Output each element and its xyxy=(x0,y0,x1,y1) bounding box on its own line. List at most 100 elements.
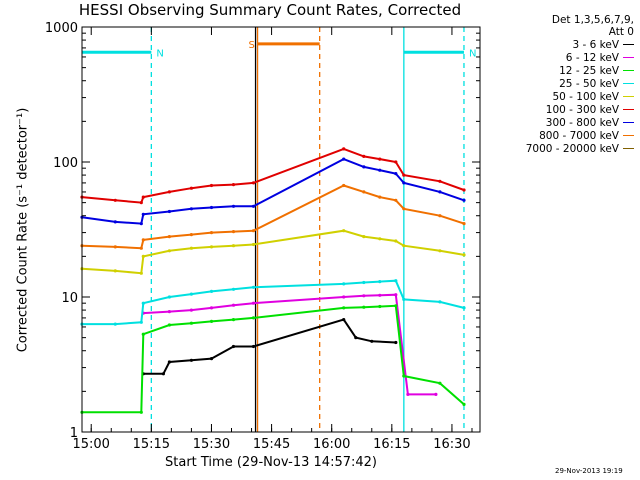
series-5-point-6 xyxy=(209,183,214,188)
series-6-point-3 xyxy=(141,212,145,216)
series-3-point-6 xyxy=(209,289,214,293)
series-7-point-10 xyxy=(362,190,366,194)
tick-layer: 15:00 15:15 15:30 15:45 16:00 16:15 16:30 1 10 10… xyxy=(45,21,480,452)
series-1-point-9 xyxy=(394,293,398,297)
legend-label: 100 - 300 keV xyxy=(545,103,619,116)
series-5-point-9 xyxy=(342,147,346,151)
series-1-point-8 xyxy=(378,293,382,297)
legend-entry: 3 - 6 keV xyxy=(478,38,636,51)
x-tick-label-3: 15:45 xyxy=(253,437,290,452)
series-7-point-2 xyxy=(139,246,143,250)
series-2-point-10 xyxy=(378,304,382,309)
series-0-point-8 xyxy=(354,336,358,340)
series-5-point-13 xyxy=(402,173,406,177)
series-3-point-1 xyxy=(113,322,117,326)
series-4-point-8 xyxy=(251,242,256,247)
series-3-point-5 xyxy=(189,292,193,296)
series-3-point-15 xyxy=(462,306,466,310)
series-7-point-15 xyxy=(462,222,466,226)
legend-rows: 3 - 6 keV 6 - 12 keV 12 - 25 keV 25 - 50 ke… xyxy=(478,38,636,155)
series-5-point-4 xyxy=(167,190,171,194)
series-5-point-1 xyxy=(113,198,117,202)
series-1-point-4 xyxy=(231,303,236,307)
series-0-point-2 xyxy=(167,360,171,364)
x-axis-label: Start Time (29-Nov-13 14:57:42) xyxy=(165,455,377,470)
series-1-point-11 xyxy=(434,392,438,396)
series-4-point-13 xyxy=(402,244,406,248)
series-3-point-11 xyxy=(378,280,382,284)
legend-entry: 7000 - 20000 keV xyxy=(478,142,636,155)
series-7-point-8 xyxy=(251,229,256,233)
series-line-1 xyxy=(143,293,436,396)
series-4-point-3 xyxy=(141,254,145,258)
legend-label: 800 - 7000 keV xyxy=(539,129,619,142)
legend-swatch xyxy=(623,44,634,45)
series-4-point-7 xyxy=(231,244,236,248)
series-5-point-10 xyxy=(362,154,366,158)
series-4-point-12 xyxy=(394,239,398,243)
series-6-point-15 xyxy=(462,198,466,202)
y-tick-label-1: 10 xyxy=(61,291,78,306)
series-0-point-6 xyxy=(251,344,256,349)
chart-title: HESSI Observing Summary Count Rates, Cor… xyxy=(78,1,462,19)
series-7-point-5 xyxy=(189,233,193,237)
series-5-point-15 xyxy=(462,188,466,192)
x-tick-label-2: 15:30 xyxy=(193,437,230,452)
series-2-point-7 xyxy=(251,316,256,320)
series-4-point-2 xyxy=(139,271,143,275)
series-6-point-6 xyxy=(209,205,214,210)
series-1-point-3 xyxy=(209,306,214,310)
y-tick-label-0: 1 xyxy=(70,426,78,441)
overlay-flag-label-1: N xyxy=(469,48,476,59)
legend-swatch xyxy=(623,148,634,149)
series-4-point-15 xyxy=(462,253,466,257)
series-6-point-11 xyxy=(378,168,382,172)
series-2-point-4 xyxy=(189,321,193,325)
series-3-point-4 xyxy=(167,295,171,299)
series-6-point-14 xyxy=(438,190,442,194)
series-3-point-8 xyxy=(251,285,256,289)
legend-swatch xyxy=(623,109,634,110)
overlay-layer: N NS xyxy=(82,27,476,432)
x-tick-label-5: 16:15 xyxy=(373,437,410,452)
series-6-point-12 xyxy=(394,172,398,176)
series-2-point-8 xyxy=(342,306,346,310)
series-2-point-3 xyxy=(167,323,171,327)
series-7-point-12 xyxy=(394,198,398,202)
series-0-point-9 xyxy=(370,339,374,343)
series-3-point-7 xyxy=(231,287,236,291)
series-7-point-3 xyxy=(141,238,145,242)
series-1-point-10 xyxy=(406,392,410,396)
series-line-6 xyxy=(81,158,465,225)
legend-entry: 12 - 25 keV xyxy=(478,64,636,77)
series-0-point-10 xyxy=(394,340,398,345)
legend-entry: 25 - 50 keV xyxy=(478,77,636,90)
series-line-7 xyxy=(81,184,465,250)
series-line-4 xyxy=(81,229,465,275)
series-2-point-11 xyxy=(394,304,398,308)
series-2-point-6 xyxy=(231,318,236,322)
overlay-flag-label-2: S xyxy=(249,40,255,51)
y-tick-label-3: 1000 xyxy=(45,21,78,36)
plot-frame xyxy=(81,26,481,433)
x-tick-label-0: 15:00 xyxy=(72,437,109,452)
y-tick-label-2: 100 xyxy=(53,156,78,171)
series-7-point-6 xyxy=(209,231,214,235)
legend-entry: 6 - 12 keV xyxy=(478,51,636,64)
series-6-point-1 xyxy=(113,220,117,224)
legend-label: 12 - 25 keV xyxy=(559,64,619,77)
series-2-point-12 xyxy=(402,374,406,378)
legend-header-line-2: Att 0 xyxy=(608,26,634,38)
series-6-point-4 xyxy=(167,209,171,214)
series-7-point-9 xyxy=(342,183,346,188)
series-1-point-1 xyxy=(167,310,171,314)
x-tick-label-6: 16:30 xyxy=(433,437,470,452)
series-1-point-7 xyxy=(362,294,366,298)
legend-swatch xyxy=(623,70,634,71)
series-1-point-5 xyxy=(251,301,256,305)
series-6-point-13 xyxy=(402,181,406,185)
series-0-point-5 xyxy=(231,344,236,349)
series-line-0 xyxy=(143,318,396,375)
series-1-point-6 xyxy=(342,295,346,299)
